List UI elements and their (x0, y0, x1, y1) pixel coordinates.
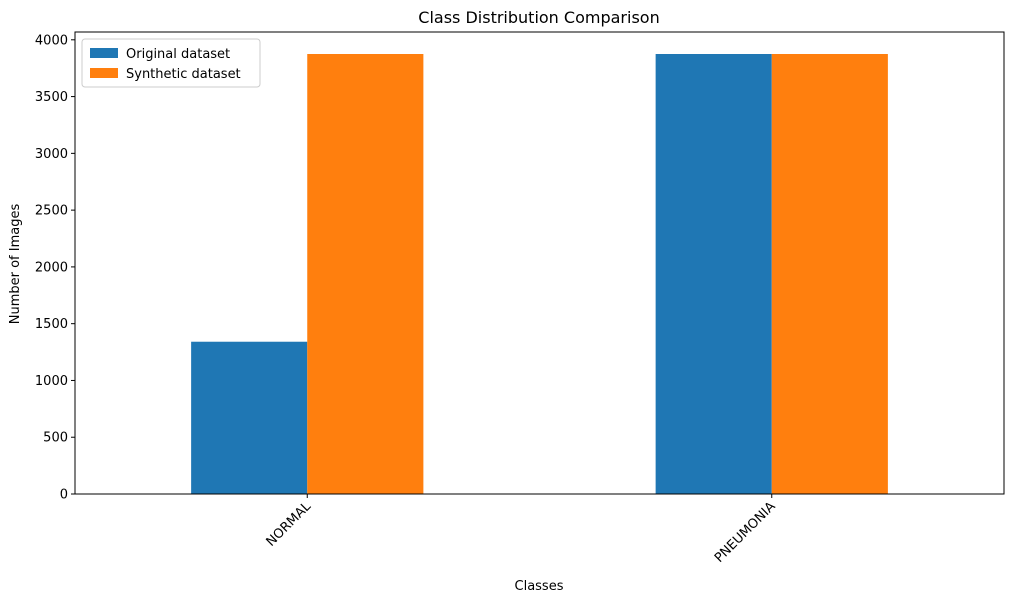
legend-swatch-0 (90, 48, 118, 58)
legend-swatch-1 (90, 68, 118, 78)
y-tick-label: 500 (43, 431, 68, 446)
y-tick-label: 1500 (35, 317, 68, 332)
y-tick-label: 1000 (35, 374, 68, 389)
legend-label-1: Synthetic dataset (126, 67, 241, 82)
bar-pneumonia-series-1 (771, 54, 888, 494)
bar-normal-series-1 (307, 54, 424, 494)
y-tick-label: 0 (60, 488, 68, 503)
y-tick-label: 2000 (35, 260, 68, 275)
chart-title: Class Distribution Comparison (418, 8, 659, 27)
bar-normal-series-0 (191, 341, 308, 494)
legend-box (81, 38, 261, 88)
legend: Original dataset Synthetic dataset (81, 38, 261, 88)
y-tick-label: 3000 (35, 147, 68, 162)
bar-pneumonia-series-0 (655, 54, 772, 494)
y-tick-label: 4000 (35, 33, 68, 48)
x-axis-label: Classes (515, 579, 564, 594)
bars-layer (191, 54, 888, 494)
y-tick-label: 2500 (35, 204, 68, 219)
legend-label-0: Original dataset (126, 47, 230, 62)
x-tick-label-normal: NORMAL (264, 499, 315, 550)
y-axis-label: Number of Images (8, 204, 23, 325)
x-tick-label-pneumonia: PNEUMONIA (712, 499, 779, 566)
y-tick-label: 3500 (35, 90, 68, 105)
plot-frame (74, 31, 1005, 495)
